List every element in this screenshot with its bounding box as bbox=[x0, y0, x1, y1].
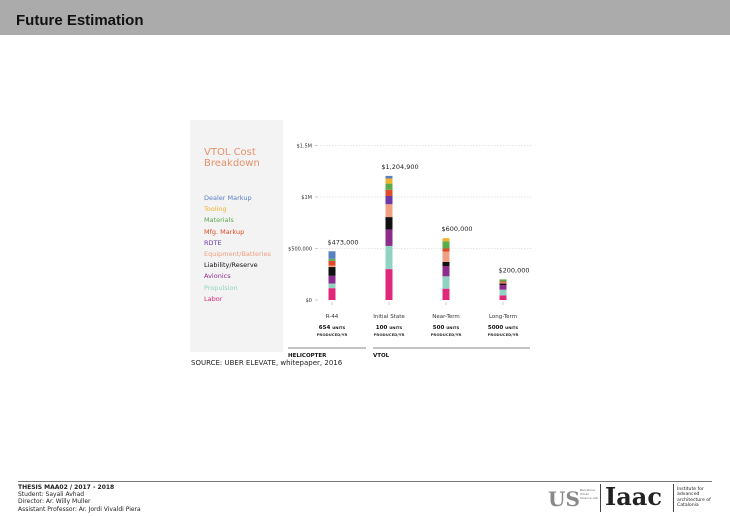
bar-segment-labor bbox=[442, 288, 450, 300]
bar-segment-avionics bbox=[328, 275, 336, 284]
bar-segment-liability-reserve bbox=[499, 283, 507, 286]
bar-segment-rdte bbox=[385, 195, 393, 205]
bar-segment-avionics bbox=[499, 285, 507, 290]
bar-segment-avionics bbox=[442, 266, 450, 277]
iaac-logo: Iaac bbox=[605, 482, 662, 511]
produced-label: PRODUCED/YR bbox=[488, 332, 519, 337]
total-label: $1,204,900 bbox=[381, 163, 418, 171]
source-note: SOURCE: UBER ELEVATE, whitepaper, 2016 bbox=[191, 359, 343, 367]
bar-segment-mfg-markup bbox=[328, 260, 336, 266]
legend-item: Materials bbox=[204, 216, 234, 225]
bar-segment-mfg-markup bbox=[442, 248, 450, 252]
legend-item: Avionics bbox=[204, 272, 231, 281]
bar-segment-labor bbox=[328, 288, 336, 300]
bar-segment-propulsion bbox=[499, 289, 507, 296]
total-label: $473,000 bbox=[327, 238, 358, 246]
total-label: $600,000 bbox=[441, 225, 472, 233]
header-bar: Future Estimation bbox=[0, 0, 730, 35]
professor-line: Assistant Professor: Ar. Jordi Vivaldi P… bbox=[18, 505, 141, 513]
category-label: Long-Term bbox=[489, 314, 517, 320]
bar-segment-avionics bbox=[385, 229, 393, 246]
produced-label: PRODUCED/YR bbox=[317, 332, 348, 337]
legend-panel bbox=[190, 120, 283, 352]
footer-credits: THESIS MAA02 / 2017 - 2018 Student: Saya… bbox=[18, 484, 141, 513]
iaac-caption: Institute for advanced architecture of C… bbox=[677, 487, 711, 509]
group-label-vtol: VTOL bbox=[373, 353, 390, 359]
ubs-logo-text: Barcelona Urban Science Lab bbox=[580, 488, 598, 500]
bar-segment-equipment-batteries bbox=[328, 265, 336, 268]
chart-title: VTOL Cost Breakdown bbox=[204, 147, 260, 169]
legend-item: Mfg. Markup bbox=[204, 227, 245, 236]
units-label: 5000 UNITS bbox=[488, 325, 518, 331]
svg-text:US: US bbox=[548, 487, 580, 511]
bar-segment-mfg-markup bbox=[499, 281, 507, 283]
bar-segment-propulsion bbox=[328, 283, 336, 289]
total-label: $200,000 bbox=[498, 266, 529, 274]
bar-segment-materials bbox=[385, 183, 393, 190]
bar-segment-materials bbox=[442, 241, 450, 249]
bar-segment-equipment-batteries bbox=[499, 282, 507, 284]
produced-label: PRODUCED/YR bbox=[431, 332, 462, 337]
bar-segment-labor bbox=[385, 269, 393, 300]
logo-divider-2 bbox=[673, 484, 674, 512]
bar-segment-labor bbox=[499, 295, 507, 300]
bar-segment-equipment-batteries bbox=[385, 204, 393, 218]
bar-segment-materials bbox=[328, 258, 336, 261]
bar-segment-liability-reserve bbox=[385, 217, 393, 230]
bar-segment-mfg-markup bbox=[385, 189, 393, 196]
y-tick-label: $0 bbox=[306, 298, 312, 304]
legend-item: Propulsion bbox=[204, 283, 238, 292]
bar-segment-tooling bbox=[442, 238, 450, 242]
student-line: Student: Sayali Avhad bbox=[18, 491, 85, 499]
units-label: 654 UNITS bbox=[319, 325, 346, 331]
legend: Dealer Markup Tooling Materials Mfg. Markup… bbox=[204, 193, 271, 305]
director-line: Director: Ar. Willy Muller bbox=[18, 498, 91, 506]
legend-item: Labor bbox=[204, 294, 223, 303]
logo-divider bbox=[600, 484, 601, 512]
category-label: R-44 bbox=[326, 314, 339, 320]
legend-item: Liability/Reserve bbox=[204, 261, 258, 270]
y-tick-label: $500,000 bbox=[288, 247, 312, 253]
thesis-line: THESIS MAA02 / 2017 - 2018 bbox=[18, 484, 115, 491]
category-label: Near-Term bbox=[432, 314, 460, 320]
bar-segment-dealer-markup bbox=[385, 175, 393, 179]
bar-segment-propulsion bbox=[385, 245, 393, 270]
ubs-logo: US bbox=[548, 486, 598, 516]
group-label-helicopter: HELICOPTER bbox=[288, 353, 327, 359]
bar-segment-liability-reserve bbox=[442, 261, 450, 267]
footer-divider bbox=[18, 481, 712, 482]
category-label: Initial State bbox=[373, 314, 405, 320]
bar-segment-dealer-markup bbox=[328, 251, 336, 259]
bar-segment-propulsion bbox=[442, 276, 450, 289]
legend-item: Equipment/Batteries bbox=[204, 250, 271, 259]
legend-item: Tooling bbox=[204, 205, 227, 214]
page-title: Future Estimation bbox=[16, 12, 144, 29]
bar-segment-tooling bbox=[385, 178, 393, 184]
units-label: 100 UNITS bbox=[376, 325, 403, 331]
y-tick-label: $1.5M bbox=[297, 144, 312, 150]
legend-item: Dealer Markup bbox=[204, 194, 252, 202]
units-label: 500 UNITS bbox=[433, 325, 460, 331]
legend-item: RDTE bbox=[204, 238, 222, 247]
produced-label: PRODUCED/YR bbox=[374, 332, 405, 337]
bar-segment-equipment-batteries bbox=[442, 251, 450, 262]
bar-segment-materials bbox=[499, 279, 507, 282]
y-tick-label: $1M bbox=[301, 195, 312, 201]
bar-segment-liability-reserve bbox=[328, 267, 336, 276]
